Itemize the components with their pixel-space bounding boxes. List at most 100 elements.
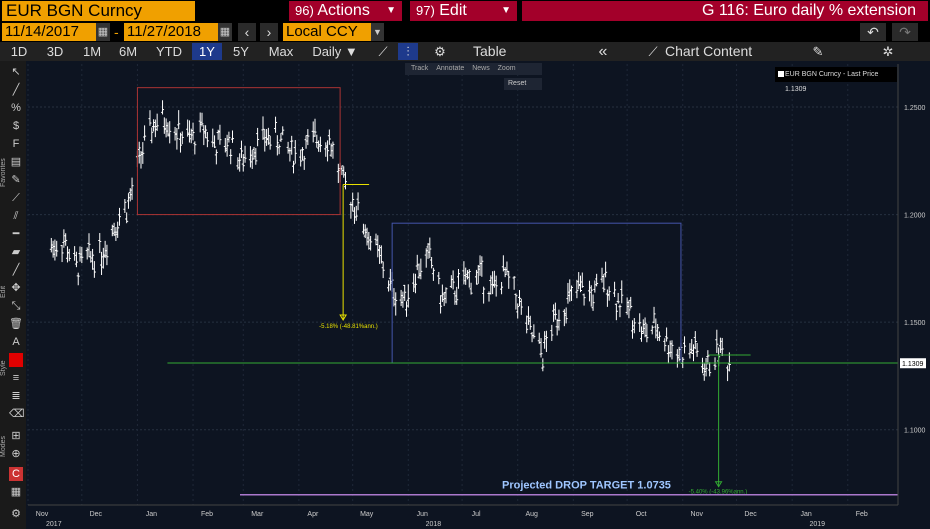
actions-menu[interactable]: 96) Actions ▼ [289,1,402,21]
last-price-label: 1.1309 [902,361,924,368]
zoom-button[interactable]: Zoom [497,65,516,72]
price-bar [587,280,591,302]
pointer-icon[interactable]: ↖ [11,66,21,78]
draw-tool-icon[interactable]: ╱ [12,264,20,276]
currency-select[interactable]: Local CCY [283,23,371,41]
ray-tool-icon[interactable]: ⟋ [12,192,20,204]
period-1y[interactable]: 1Y [192,43,222,60]
period-1d[interactable]: 1D [10,44,28,59]
percent-tool-icon[interactable]: % [11,102,21,114]
gear-icon[interactable]: ⚙ [434,44,446,59]
chevron-down-icon[interactable]: ▼ [371,23,384,41]
price-bar [317,140,321,152]
price-bar [126,193,130,209]
band-tool-icon[interactable]: ▰ [11,246,21,258]
price-bar [274,116,278,133]
price-bar [218,124,222,145]
price-bar [80,246,84,264]
price-bar [65,246,69,263]
price-bar [718,337,722,353]
period-ytd[interactable]: YTD [156,44,182,59]
period-3d[interactable]: 3D [46,44,64,59]
calendar-icon[interactable]: ▦ [96,23,110,41]
redo-icon[interactable]: ↷ [892,23,918,41]
annotate-button[interactable]: Annotate [436,65,465,72]
price-bar [532,324,536,339]
legend-text: EUR BGN Curncy - Last Price 1.1309 [785,71,879,93]
price-bar [605,289,609,307]
price-bar [387,280,391,292]
undo-icon[interactable]: ↶ [860,23,886,41]
move-tool-icon[interactable]: ✥ [11,282,21,294]
price-bar [688,343,692,359]
price-bar [570,285,574,301]
table-button[interactable]: Table [473,43,507,59]
price-bar [363,224,367,239]
price-bar [49,237,53,253]
price-bar [663,338,667,352]
c-mode-icon[interactable]: C [9,467,23,481]
price-bar [225,134,229,157]
pen-tool-icon[interactable]: ✎ [11,174,21,186]
layers-icon[interactable]: ▦ [10,486,22,498]
price-bar [516,303,520,319]
track-button[interactable]: Track [411,65,429,72]
price-bar [645,324,649,343]
settings-icon[interactable]: ✲ [882,44,894,59]
edit-pencil-icon[interactable]: ✎ [812,44,824,59]
period-6m[interactable]: 6M [118,44,138,59]
price-bar [627,300,631,319]
chart-content-button[interactable]: Chart Content [665,43,753,59]
price-bar [652,306,656,324]
period-5y[interactable]: 5Y [233,44,249,59]
price-bar [440,284,444,303]
trash-icon[interactable]: 🗑 [9,318,23,330]
date-separator: - [114,24,119,40]
line-width-icon[interactable]: ≡ [12,372,20,384]
collapse-icon[interactable]: « [598,43,608,60]
period-1m[interactable]: 1M [82,44,102,59]
eraser-tool-icon[interactable]: ⌫ [9,408,25,420]
line-tool-icon[interactable]: ╱ [12,84,20,96]
price-bar [430,256,434,269]
reset-button[interactable]: Reset [504,78,542,90]
price-bar [252,147,256,160]
line-chart-icon[interactable]: ⟋ [378,44,388,59]
edit-menu[interactable]: 97) Edit ▼ [410,1,517,21]
price-bar [213,135,217,148]
link-tool-icon[interactable]: ⤡ [11,300,21,312]
dollar-tool-icon[interactable]: $ [12,120,20,132]
price-bar [593,280,597,293]
bar-chart-icon[interactable]: ⫶ [398,43,418,60]
prev-arrow-icon[interactable]: ‹ [238,23,256,41]
end-date-input[interactable]: 11/27/2018 [124,23,218,41]
news-button[interactable]: News [472,65,490,72]
price-bar [388,268,392,291]
line-style-icon[interactable]: ≣ [11,390,21,402]
next-arrow-icon[interactable]: › [260,23,278,41]
price-bar [449,275,453,289]
grid-tool-icon[interactable]: ▤ [10,156,22,168]
zoom-tool-icon[interactable]: ⊕ [11,448,21,460]
price-bar [73,246,77,261]
ticker-field[interactable]: EUR BGN Curncy [2,1,195,21]
fib-tool-icon[interactable]: F [12,138,20,150]
hline-tool-icon[interactable]: ━ [12,228,20,240]
frequency-select[interactable]: Daily ▼ [312,44,358,59]
color-swatch-icon[interactable] [9,353,23,367]
price-bar [675,349,679,368]
price-bar [462,261,466,285]
gear-icon[interactable]: ⚙ [11,508,21,520]
channel-tool-icon[interactable]: ⫽ [13,210,19,222]
plot-toolbar: Track Annotate News Zoom [405,63,542,75]
start-date-input[interactable]: 11/14/2017 [2,23,96,41]
calendar-icon[interactable]: ▦ [218,23,232,41]
price-bar [313,118,317,137]
period-max[interactable]: Max [268,44,294,59]
price-bar [178,132,182,153]
price-bar [378,244,382,264]
price-bar [55,240,59,257]
chart-content-icon[interactable]: ⟋ [648,44,658,59]
text-tool-icon[interactable]: A [12,336,20,348]
mode-tool-icon[interactable]: ⊞ [11,430,21,442]
